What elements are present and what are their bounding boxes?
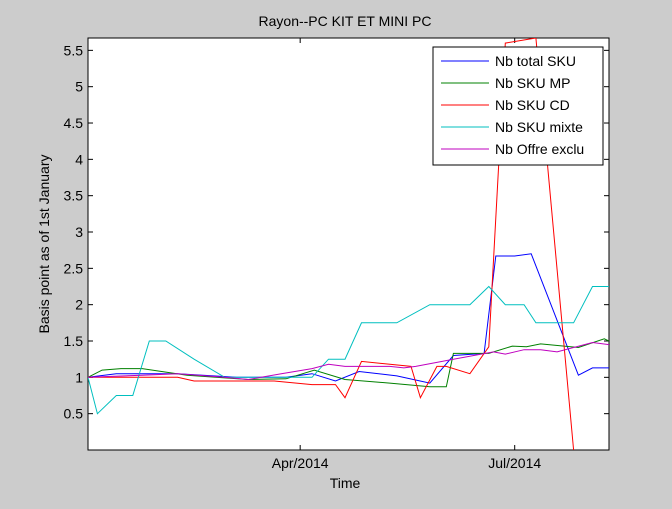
x-tick-label: Jul/2014 [488, 455, 541, 471]
legend-label: Nb total SKU [495, 53, 576, 69]
x-axis-label: Time [330, 475, 361, 491]
legend: Nb total SKU Nb SKU MP Nb SKU CD Nb SKU mix… [432, 46, 604, 166]
y-tick-label: 5 [75, 79, 83, 95]
y-tick-label: 0.5 [64, 406, 84, 422]
series-line-nb-sku-mp [88, 338, 609, 388]
y-tick-label: 4.5 [64, 115, 84, 131]
y-tick-label: 1.5 [64, 333, 84, 349]
y-tick-label: 1 [75, 369, 83, 385]
y-tick-label: 2.5 [64, 260, 84, 276]
series-lines [88, 38, 609, 450]
x-axis: Apr/2014 Jul/2014 [272, 38, 541, 471]
x-tick-label: Apr/2014 [272, 455, 329, 471]
y-tick-label: 2 [75, 297, 83, 313]
legend-label: Nb SKU mixte [495, 119, 583, 135]
series-line-nb-offre-exclu [88, 341, 609, 381]
y-tick-label: 5.5 [64, 42, 84, 58]
legend-label: Nb SKU MP [495, 75, 570, 91]
y-tick-label: 3 [75, 224, 83, 240]
legend-label: Nb Offre exclu [495, 141, 584, 157]
series-line-nb-total-sku [88, 253, 609, 384]
y-axis: 0.5 1 1.5 2 2.5 3 3.5 4 4.5 5 5.5 [64, 42, 609, 422]
y-tick-label: 3.5 [64, 188, 84, 204]
y-axis-label: Basis point as of 1st January [36, 155, 52, 334]
y-tick-label: 4 [75, 151, 83, 167]
legend-box [432, 46, 604, 166]
legend-label: Nb SKU CD [495, 97, 570, 113]
chart-title: Rayon--PC KIT ET MINI PC [259, 13, 432, 29]
series-line-nb-sku-mixte [88, 285, 609, 415]
series-line-nb-sku-cd [88, 38, 575, 450]
